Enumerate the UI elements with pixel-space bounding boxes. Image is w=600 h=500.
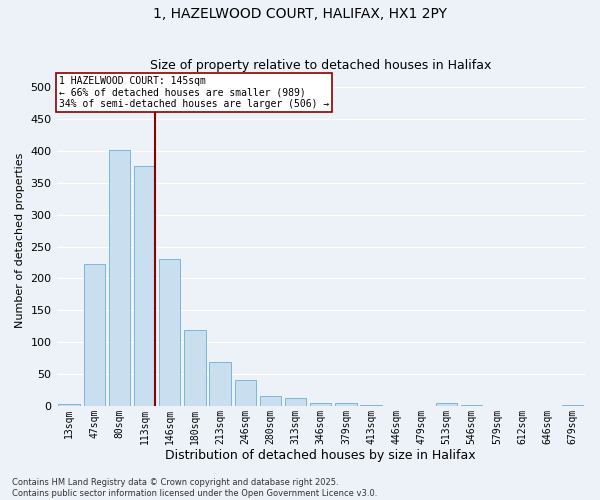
Bar xyxy=(109,150,130,406)
Bar xyxy=(235,380,256,406)
Bar xyxy=(260,396,281,406)
Text: Contains HM Land Registry data © Crown copyright and database right 2025.
Contai: Contains HM Land Registry data © Crown c… xyxy=(12,478,377,498)
Bar xyxy=(159,260,181,406)
Text: 1 HAZELWOOD COURT: 145sqm
← 66% of detached houses are smaller (989)
34% of semi: 1 HAZELWOOD COURT: 145sqm ← 66% of detac… xyxy=(59,76,329,110)
Title: Size of property relative to detached houses in Halifax: Size of property relative to detached ho… xyxy=(150,59,491,72)
Bar xyxy=(134,166,155,406)
Bar xyxy=(285,398,307,406)
Bar xyxy=(335,402,356,406)
Bar xyxy=(83,264,105,406)
Bar xyxy=(58,404,80,406)
Bar xyxy=(361,404,382,406)
X-axis label: Distribution of detached houses by size in Halifax: Distribution of detached houses by size … xyxy=(166,450,476,462)
Y-axis label: Number of detached properties: Number of detached properties xyxy=(15,152,25,328)
Text: 1, HAZELWOOD COURT, HALIFAX, HX1 2PY: 1, HAZELWOOD COURT, HALIFAX, HX1 2PY xyxy=(153,8,447,22)
Bar xyxy=(310,402,331,406)
Bar xyxy=(436,402,457,406)
Bar xyxy=(184,330,206,406)
Bar xyxy=(209,362,231,406)
